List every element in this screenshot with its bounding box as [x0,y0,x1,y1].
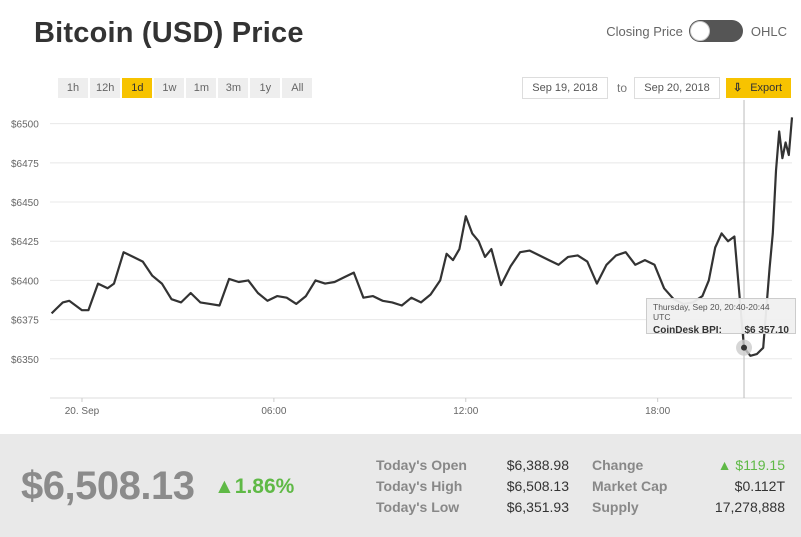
closing-price-label: Closing Price [606,23,683,39]
ohlc-label: OHLC [750,23,787,39]
tooltip-value: $6 357.10 [744,325,790,336]
hover-marker-dot [741,344,748,351]
change-value: ▲ $119.15 [717,457,785,473]
range-all-button[interactable]: All [282,78,313,98]
range-1m-button[interactable]: 1m [186,78,217,98]
y-tick-label: $6475 [11,159,39,170]
tooltip-time: Thursday, Sep 20, 20:40-20:44 UTC [653,302,770,322]
current-price: $6,508.13 [21,464,195,508]
price-chart[interactable]: $6500 $6475 $6450 $6425 $6400 $6375 $6350 20. S… [0,100,801,430]
todays-low-value: $6,351.93 [506,499,569,515]
date-to-label: to [617,81,628,95]
download-arrow-icon: ⇩ [733,82,743,94]
market-cap-value: $0.112T [734,478,785,494]
x-tick-label: 18:00 [645,406,670,417]
range-3m-button[interactable]: 3m [218,78,249,98]
y-tick-label: $6450 [11,198,39,209]
page-title: Bitcoin (USD) Price [34,17,304,49]
range-12h-button[interactable]: 12h [90,78,121,98]
supply-value: 17,278,888 [714,499,785,515]
export-label: Export [750,82,783,94]
date-from-input[interactable]: Sep 19, 2018 [522,77,608,99]
export-button[interactable]: ⇩ Export [726,78,791,98]
todays-low-label: Today's Low [376,499,460,515]
range-1d-button[interactable]: 1d [122,78,153,98]
todays-open-value: $6,388.98 [506,457,569,473]
x-tick-label: 20. Sep [65,406,100,417]
chart-tooltip: Thursday, Sep 20, 20:40-20:44 UTC CoinDe… [646,298,796,336]
range-1y-button[interactable]: 1y [250,78,281,98]
up-triangle-icon: ▲ [717,457,736,473]
x-tick-label: 12:00 [453,406,478,417]
price-mode-toggle-group: Closing Price OHLC [606,20,787,42]
y-tick-label: $6425 [11,237,39,248]
y-tick-label: $6500 [11,120,39,131]
range-1h-button[interactable]: 1h [58,78,88,98]
range-1w-button[interactable]: 1w [154,78,185,98]
y-tick-label: $6375 [11,316,39,327]
range-selector: 1h 12h 1d 1w 1m 3m 1y All [58,78,314,98]
supply-label: Supply [592,499,639,515]
x-tick-label: 06:00 [261,406,286,417]
todays-high-value: $6,508.13 [506,478,569,494]
change-label: Change [592,457,644,473]
toggle-knob [689,21,710,41]
market-cap-label: Market Cap [592,478,668,494]
todays-open-label: Today's Open [376,457,467,473]
price-line [50,117,794,357]
y-tick-label: $6400 [11,276,39,287]
y-tick-label: $6350 [11,355,39,366]
price-summary-panel: $6,508.13 ▲1.86% Today's Open $6,388.98 … [0,434,801,537]
up-triangle-icon: ▲ [214,475,235,498]
price-change-percent: ▲1.86% [214,475,295,498]
price-mode-toggle[interactable] [688,20,743,42]
date-to-input[interactable]: Sep 20, 2018 [634,77,720,99]
todays-high-label: Today's High [376,478,463,494]
tooltip-label: CoinDesk BPI: [653,325,722,336]
